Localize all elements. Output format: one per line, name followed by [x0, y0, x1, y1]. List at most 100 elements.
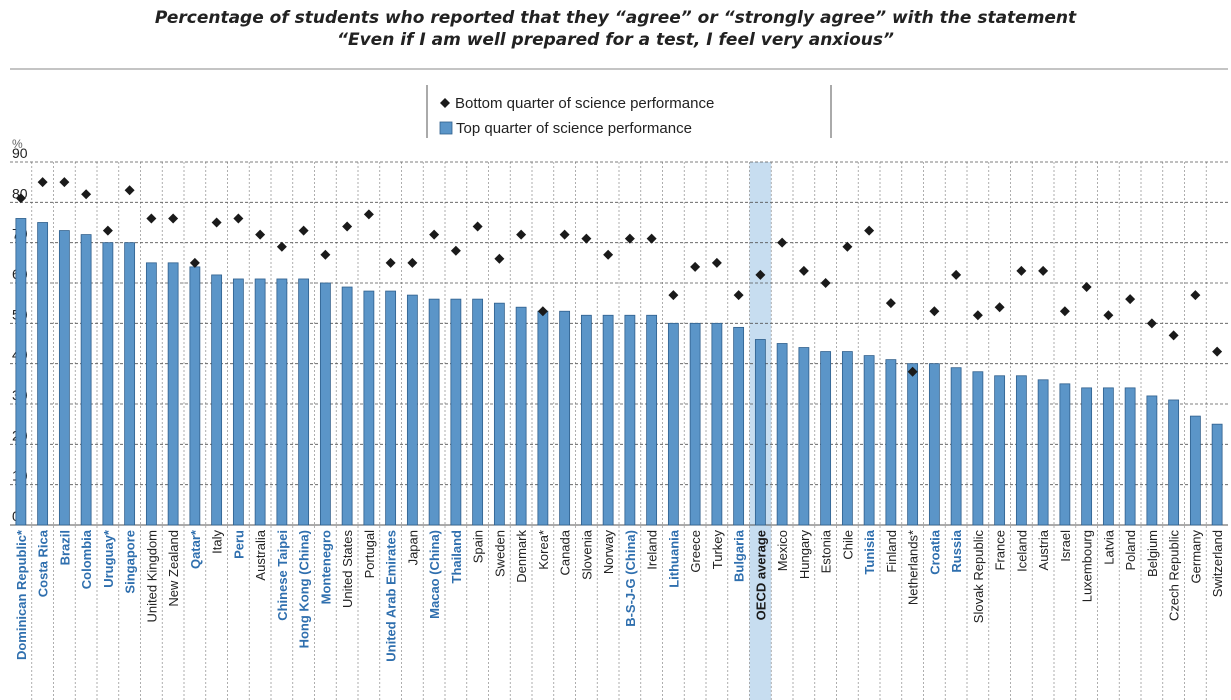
x-tick-label-chile: Chile: [840, 530, 855, 560]
x-tick-label-tunisia: Tunisia: [862, 529, 877, 574]
point-croatia: [929, 306, 940, 317]
x-tick-label-austria: Austria: [1036, 529, 1051, 570]
point-bulgaria: [733, 290, 744, 301]
point-portugal: [363, 209, 374, 220]
point-estonia: [820, 278, 831, 288]
bar-dominican-republic: [15, 218, 27, 526]
point-switzerland: [1212, 346, 1223, 357]
bar-greece: [689, 322, 701, 526]
point-netherlands: [907, 366, 918, 377]
x-tick-label-hungary: Hungary: [797, 530, 812, 580]
bar-poland: [1124, 387, 1136, 526]
point-tunisia: [864, 225, 875, 236]
point-poland: [1125, 294, 1136, 305]
bar-russia: [950, 367, 962, 526]
point-uruguay: [102, 225, 113, 236]
x-tick-label-united-states: United States: [340, 530, 355, 609]
x-tick-label-montenegro: Montenegro: [318, 530, 333, 604]
bar-bulgaria: [733, 326, 745, 526]
x-tick-label-japan: Japan: [405, 530, 420, 565]
x-tick-label-korea: Korea*: [536, 530, 551, 570]
chart-subtitle: “Even if I am well prepared for a test, …: [337, 30, 894, 50]
point-new-zealand: [168, 213, 179, 224]
point-thailand: [450, 245, 461, 256]
x-tick-label-spain: Spain: [471, 530, 486, 563]
bar-iceland: [1015, 375, 1027, 526]
x-tick-label-oecd-average: OECD average: [753, 530, 768, 620]
chart-title: Percentage of students who reported that…: [154, 8, 1077, 28]
y-axis-label: %: [12, 137, 23, 151]
x-tick-label-sweden: Sweden: [492, 530, 507, 577]
bar-macao-china: [428, 298, 440, 526]
point-qatar: [189, 257, 200, 268]
bar-australia: [254, 278, 266, 526]
bar-sweden: [493, 302, 505, 526]
bar-belgium: [1146, 395, 1158, 526]
bar-united-arab-emirates: [385, 290, 397, 526]
bar-switzerland: [1211, 423, 1223, 526]
point-australia: [255, 229, 266, 240]
x-tick-label-singapore: Singapore: [123, 530, 138, 594]
bar-croatia: [928, 363, 940, 526]
x-tick-label-peru: Peru: [231, 530, 246, 559]
point-colombia: [81, 189, 92, 200]
x-tick-label-b-s-j-g-china: B-S-J-G (China): [623, 530, 638, 627]
point-finland: [885, 298, 896, 309]
point-israel: [1059, 306, 1070, 317]
legend-diamond-swatch: [440, 98, 450, 108]
x-tick-label-thailand: Thailand: [449, 530, 464, 584]
x-tick-label-iceland: Iceland: [1014, 530, 1029, 572]
bar-denmark: [515, 306, 527, 526]
bar-tunisia: [863, 355, 875, 526]
bar-italy: [211, 274, 223, 526]
x-tick-label-turkey: Turkey: [710, 530, 725, 570]
bar-chile: [841, 351, 853, 526]
point-italy: [211, 217, 222, 228]
point-norway: [603, 249, 614, 260]
legend-label-bottom-quarter: Bottom quarter of science performance: [455, 95, 714, 112]
bar-latvia: [1102, 387, 1114, 526]
bar-netherlands: [907, 363, 919, 526]
point-chinese-taipei: [276, 241, 287, 252]
bar-korea: [537, 310, 549, 526]
bar-portugal: [363, 290, 375, 526]
bar-hungary: [798, 347, 810, 526]
point-belgium: [1146, 318, 1157, 329]
x-tick-label-canada: Canada: [558, 529, 573, 575]
x-tick-label-greece: Greece: [688, 530, 703, 573]
bar-spain: [472, 298, 484, 526]
bar-mexico: [776, 343, 788, 526]
point-germany: [1190, 290, 1201, 301]
bar-estonia: [820, 351, 832, 526]
x-tick-label-poland: Poland: [1123, 530, 1138, 570]
x-tick-label-united-kingdom: United Kingdom: [144, 530, 159, 623]
point-hong-kong-china: [298, 225, 309, 236]
bar-chinese-taipei: [276, 278, 288, 526]
x-tick-label-croatia: Croatia: [927, 529, 942, 575]
bar-montenegro: [319, 282, 331, 526]
x-tick-label-denmark: Denmark: [514, 530, 529, 583]
x-tick-label-latvia: Latvia: [1101, 529, 1116, 564]
point-united-states: [342, 221, 353, 232]
x-tick-label-dominican-republic: Dominican Republic*: [14, 529, 29, 660]
x-tick-label-estonia: Estonia: [819, 529, 834, 573]
legend-bar-swatch: [439, 121, 453, 135]
point-spain: [472, 221, 483, 232]
x-tick-label-uruguay: Uruguay*: [101, 529, 116, 588]
x-tick-label-portugal: Portugal: [362, 530, 377, 579]
point-brazil: [59, 177, 70, 188]
point-iceland: [1016, 265, 1027, 276]
bar-qatar: [189, 266, 201, 526]
x-tick-label-mexico: Mexico: [775, 530, 790, 571]
point-slovenia: [581, 233, 592, 244]
bar-costa-rica: [37, 222, 49, 526]
bar-france: [994, 375, 1006, 526]
bar-slovenia: [580, 314, 592, 526]
point-russia: [951, 269, 962, 280]
bar-thailand: [450, 298, 462, 526]
x-tick-label-israel: Israel: [1058, 530, 1073, 562]
x-tick-label-slovenia: Slovenia: [579, 529, 594, 580]
point-ireland: [646, 233, 657, 244]
bar-new-zealand: [167, 262, 179, 526]
